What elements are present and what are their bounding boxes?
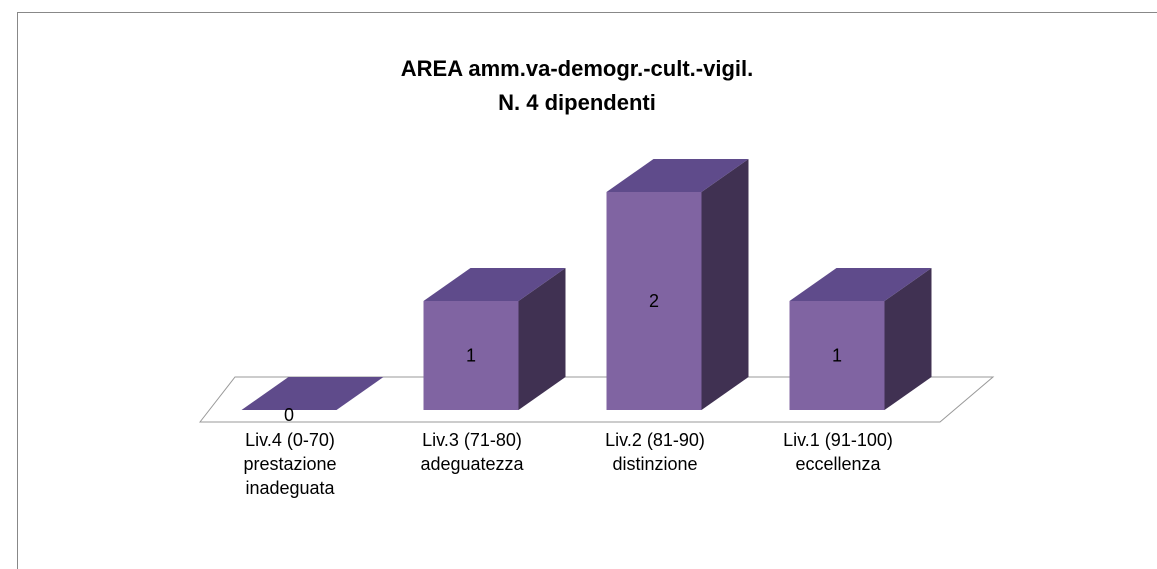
bar-top — [606, 159, 749, 192]
bar — [606, 192, 702, 410]
bar-side — [518, 268, 566, 410]
bar-side — [701, 159, 749, 410]
data-label: 1 — [832, 346, 842, 366]
bar — [789, 301, 885, 410]
chart-subtitle: N. 4 dipendenti — [498, 90, 656, 115]
bar-top — [423, 268, 566, 301]
bar-top — [241, 377, 384, 410]
chart-title: AREA amm.va-demogr.-cult.-vigil. — [401, 56, 753, 81]
x-tick-label: Liv.4 (0-70) prestazione inadeguata — [243, 430, 337, 498]
data-label: 2 — [649, 291, 659, 311]
x-tick-label: Liv.1 (91-100) eccellenza — [783, 430, 893, 474]
data-label: 1 — [466, 346, 476, 366]
data-label: 0 — [284, 405, 294, 425]
x-tick-label: Liv.3 (71-80) adeguatezza — [420, 430, 524, 474]
bar — [423, 301, 519, 410]
bar-side — [884, 268, 932, 410]
bar-top — [789, 268, 932, 301]
x-tick-label: Liv.2 (81-90) distinzione — [605, 430, 705, 474]
